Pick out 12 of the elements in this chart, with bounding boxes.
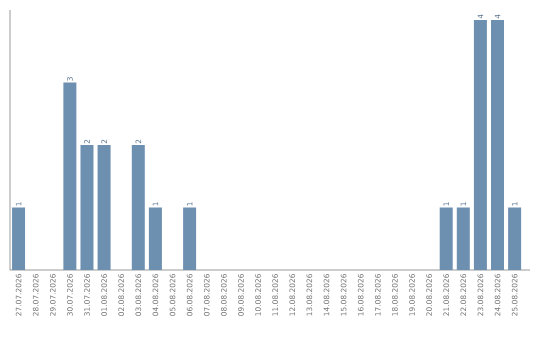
bar bbox=[80, 144, 94, 270]
bar bbox=[456, 208, 470, 270]
bar bbox=[183, 208, 196, 270]
bar bbox=[474, 20, 487, 270]
bar bbox=[491, 20, 504, 270]
bar bbox=[63, 82, 76, 270]
bar bbox=[508, 208, 522, 270]
bar bbox=[440, 208, 453, 270]
bar bbox=[148, 208, 162, 270]
bar bbox=[98, 144, 111, 270]
bar bbox=[12, 208, 26, 270]
bar bbox=[132, 144, 145, 270]
